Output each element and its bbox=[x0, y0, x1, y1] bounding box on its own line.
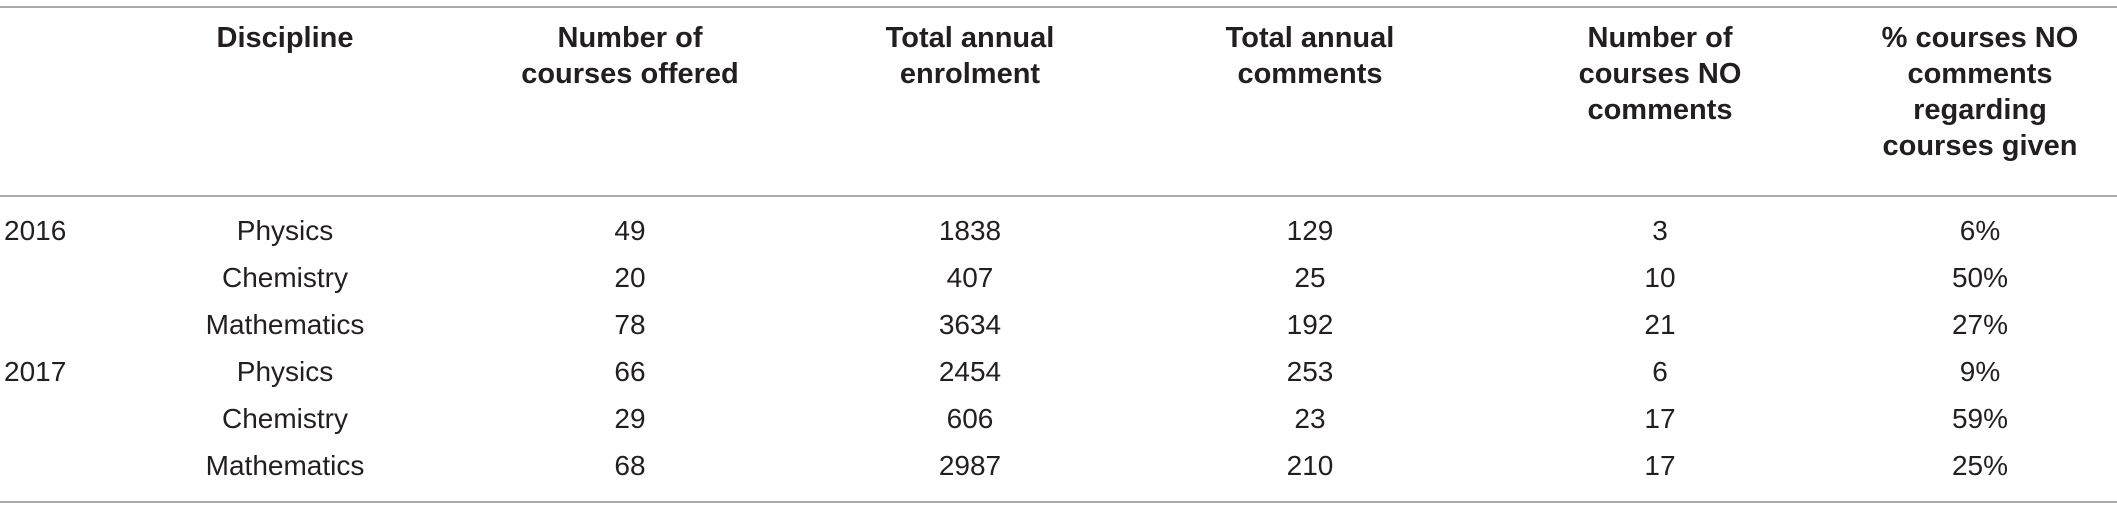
cell-total-comments: 23 bbox=[1294, 403, 1326, 434]
cell-total-comments: 192 bbox=[1286, 309, 1334, 340]
cell-year: 2016 bbox=[4, 215, 67, 246]
header-courses-offered-line: Number of bbox=[557, 22, 703, 54]
header-pct-no-comments-line: % courses NO bbox=[1881, 22, 2079, 54]
cell-pct-no-comments: 50% bbox=[1951, 262, 2009, 293]
cell-discipline: Physics bbox=[236, 356, 334, 387]
cell-total-comments: 253 bbox=[1286, 356, 1334, 387]
cell-courses-offered: 68 bbox=[614, 450, 646, 481]
cell-discipline: Mathematics bbox=[205, 309, 365, 340]
header-total-enrolment-line: Total annual bbox=[885, 22, 1055, 54]
cell-total-comments: 210 bbox=[1286, 450, 1334, 481]
header-discipline: Discipline bbox=[216, 22, 354, 54]
cell-courses-offered: 66 bbox=[614, 356, 646, 387]
cell-discipline: Chemistry bbox=[221, 403, 348, 434]
cell-pct-no-comments: 25% bbox=[1951, 450, 2009, 481]
header-rule bbox=[0, 195, 2117, 197]
header-total-enrolment: Total annual enrolment bbox=[840, 20, 1100, 92]
cell-pct-no-comments: 27% bbox=[1951, 309, 2009, 340]
cell-discipline: Mathematics bbox=[205, 450, 365, 481]
header-total-enrolment-line: enrolment bbox=[899, 58, 1041, 90]
header-courses-offered-line: courses offered bbox=[521, 58, 739, 90]
cell-total-enrolment: 2454 bbox=[938, 356, 1002, 387]
cell-total-enrolment: 407 bbox=[946, 262, 994, 293]
header-total-comments-line: Total annual bbox=[1225, 22, 1395, 54]
header-courses-offered: Number of courses offered bbox=[495, 20, 765, 92]
header-pct-no-comments-line: courses given bbox=[1882, 130, 2078, 162]
cell-no-comments: 17 bbox=[1644, 450, 1676, 481]
cell-discipline: Physics bbox=[236, 215, 334, 246]
cell-courses-offered: 29 bbox=[614, 403, 646, 434]
cell-no-comments: 10 bbox=[1644, 262, 1676, 293]
header-total-comments-line: comments bbox=[1237, 58, 1383, 90]
cell-total-comments: 129 bbox=[1286, 215, 1334, 246]
header-no-comments: Number of courses NO comments bbox=[1530, 20, 1790, 128]
cell-no-comments: 3 bbox=[1652, 215, 1668, 246]
cell-courses-offered: 49 bbox=[614, 215, 646, 246]
cell-pct-no-comments: 59% bbox=[1951, 403, 2009, 434]
top-rule bbox=[0, 6, 2117, 8]
header-no-comments-line: courses NO bbox=[1578, 58, 1742, 90]
cell-pct-no-comments: 6% bbox=[1959, 215, 2001, 246]
cell-total-enrolment: 606 bbox=[946, 403, 994, 434]
header-total-comments: Total annual comments bbox=[1180, 20, 1440, 92]
cell-year: 2017 bbox=[4, 356, 67, 387]
cell-no-comments: 17 bbox=[1644, 403, 1676, 434]
cell-courses-offered: 78 bbox=[614, 309, 646, 340]
header-no-comments-line: Number of bbox=[1587, 22, 1733, 54]
cell-no-comments: 21 bbox=[1644, 309, 1676, 340]
header-pct-no-comments: % courses NO comments regarding courses … bbox=[1850, 20, 2110, 164]
header-pct-no-comments-line: regarding bbox=[1913, 94, 2047, 126]
cell-courses-offered: 20 bbox=[614, 262, 646, 293]
cell-total-comments: 25 bbox=[1294, 262, 1326, 293]
cell-pct-no-comments: 9% bbox=[1959, 356, 2001, 387]
cell-discipline: Chemistry bbox=[221, 262, 348, 293]
cell-total-enrolment: 3634 bbox=[938, 309, 1002, 340]
cell-no-comments: 6 bbox=[1652, 356, 1668, 387]
cell-total-enrolment: 2987 bbox=[938, 450, 1002, 481]
bottom-rule bbox=[0, 501, 2117, 503]
cell-total-enrolment: 1838 bbox=[938, 215, 1002, 246]
header-no-comments-line: comments bbox=[1587, 94, 1733, 126]
header-pct-no-comments-line: comments bbox=[1907, 58, 2053, 90]
